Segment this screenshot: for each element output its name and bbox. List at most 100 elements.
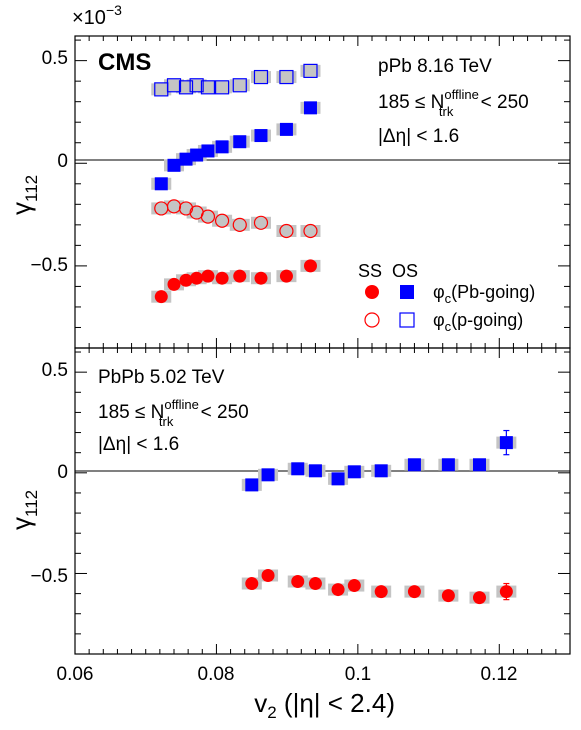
top-y-axis-title: γ112 bbox=[6, 175, 41, 215]
top-ss_pb-point bbox=[233, 269, 247, 283]
top-os_p-sys-box bbox=[229, 79, 250, 92]
cms-logo: CMS bbox=[98, 49, 151, 76]
top-ss_pb-point bbox=[201, 269, 215, 283]
bottom-mult-sub: trk bbox=[159, 414, 174, 429]
top-ss_p-point bbox=[303, 223, 318, 239]
xtick-0.08: 0.08 bbox=[198, 664, 235, 685]
bottom-os-point bbox=[261, 468, 275, 482]
exponent-base: ×10 bbox=[72, 7, 106, 29]
legend-header-ss: SS bbox=[358, 261, 382, 281]
top-mult-suffix: < 250 bbox=[475, 92, 528, 113]
top-os_p-sys-box bbox=[300, 64, 321, 77]
top-ss_p-sys-box bbox=[250, 216, 271, 229]
top-os_p-point bbox=[279, 69, 294, 85]
top-system-label: pPb 8.16 TeV bbox=[378, 56, 492, 77]
top-os_pb-point bbox=[233, 135, 247, 149]
x-axis-title: v2 (|η| < 2.4) bbox=[254, 688, 395, 722]
top-os_p-point bbox=[214, 80, 230, 95]
legend-phi-pb: φ bbox=[433, 282, 445, 302]
top-os_p-point bbox=[253, 69, 269, 85]
top-y-title-main: γ bbox=[6, 202, 36, 215]
legend-header-os: OS bbox=[392, 261, 418, 281]
top-os_p-point bbox=[178, 80, 194, 95]
top-ss_p-sys-box bbox=[300, 225, 321, 237]
xtick-0.1: 0.1 bbox=[345, 664, 371, 685]
bottom-os-point bbox=[407, 458, 421, 472]
legend-text-p: (p-going) bbox=[451, 310, 523, 330]
top-os_pb-point bbox=[190, 148, 204, 162]
top-ss_p-point bbox=[253, 215, 269, 230]
top-ss_p-point bbox=[200, 209, 216, 224]
bottom-mult-suffix: < 250 bbox=[195, 402, 248, 423]
top-ss_pb-point bbox=[179, 273, 193, 287]
bottom-os-point bbox=[499, 436, 513, 450]
legend-label-p-going: φc(p-going) bbox=[433, 310, 523, 334]
top-ytick-0.5: 0.5 bbox=[42, 48, 68, 69]
top-os_p-sys-box bbox=[212, 81, 233, 94]
top-os_pb-point bbox=[254, 129, 268, 143]
top-ss_pb-point bbox=[167, 277, 181, 291]
bottom-y-title-main: γ bbox=[6, 517, 36, 530]
top-os_pb-point bbox=[154, 177, 168, 191]
x-title-rest: (|η| < 2.4) bbox=[277, 688, 395, 718]
top-ss_pb-point bbox=[190, 271, 204, 285]
bottom-ytick-0: 0 bbox=[57, 462, 68, 483]
axis-ticks bbox=[74, 36, 571, 655]
bottom-mult-prefix: 185 ≤ N bbox=[98, 402, 164, 423]
bottom-system-label: PbPb 5.02 TeV bbox=[98, 367, 225, 388]
bottom-y-axis-title: γ112 bbox=[6, 490, 41, 530]
top-os_p-point bbox=[200, 80, 216, 95]
top-ss_p-point bbox=[178, 201, 194, 216]
bottom-os-point bbox=[347, 465, 361, 479]
top-ss_p-point bbox=[232, 217, 247, 232]
legend-marker-os-p bbox=[399, 312, 415, 328]
legend-phi-p: φ bbox=[433, 310, 445, 330]
bottom-ss-point bbox=[374, 585, 388, 599]
top-panel-marks bbox=[151, 63, 321, 304]
bottom-os-point bbox=[331, 472, 345, 486]
top-os_p-point bbox=[166, 78, 182, 93]
bottom-ss-point bbox=[245, 577, 259, 591]
xtick-0.06: 0.06 bbox=[57, 664, 94, 685]
bottom-panel-frame bbox=[74, 347, 571, 655]
bottom-os-point bbox=[441, 458, 455, 472]
bottom-y-tick-labels: 0.5 0 −0.5 bbox=[30, 360, 68, 587]
bottom-ss-point bbox=[291, 575, 305, 589]
bottom-ytick-0.5: 0.5 bbox=[42, 360, 68, 381]
bottom-ytick-neg0.5: −0.5 bbox=[30, 566, 68, 587]
bottom-mult-sup: offline bbox=[164, 397, 198, 412]
x-tick-labels: 0.06 0.08 0.1 0.12 bbox=[57, 664, 518, 685]
xtick-0.12: 0.12 bbox=[481, 664, 518, 685]
top-os_pb-point bbox=[279, 122, 293, 136]
top-ss_p-point bbox=[279, 223, 294, 239]
legend-label-pb-going: φc(Pb-going) bbox=[433, 282, 535, 306]
top-os_pb-point bbox=[201, 144, 215, 158]
top-eta-label: |Δη| < 1.6 bbox=[378, 126, 459, 147]
bottom-os-point bbox=[291, 462, 305, 476]
bottom-os-point bbox=[472, 458, 486, 472]
top-os_p-point bbox=[232, 78, 247, 93]
top-mult-prefix: 185 ≤ N bbox=[378, 92, 444, 113]
bottom-os-point bbox=[245, 478, 259, 492]
legend-phi-sub-p: c bbox=[445, 319, 452, 334]
exponent-power: −3 bbox=[106, 2, 122, 18]
top-ss_p-point bbox=[214, 213, 230, 228]
top-ss_p-sys-box bbox=[229, 218, 250, 231]
bottom-eta-label: |Δη| < 1.6 bbox=[98, 434, 179, 455]
top-os_pb-point bbox=[167, 158, 181, 172]
top-os_p-point bbox=[303, 63, 318, 78]
bottom-ss-point bbox=[407, 585, 421, 599]
bottom-multiplicity-label: 185 ≤ Noffline trk < 250 bbox=[98, 397, 249, 429]
x-title-main: v bbox=[254, 688, 267, 718]
top-ytick-0: 0 bbox=[57, 151, 68, 172]
top-ss_pb-point bbox=[279, 269, 293, 283]
bottom-ss-point bbox=[499, 585, 513, 599]
top-mult-sup: offline bbox=[444, 87, 478, 102]
top-os_pb-point bbox=[303, 101, 317, 115]
top-ss_p-point bbox=[166, 199, 182, 214]
bottom-y-title-sub: 112 bbox=[22, 490, 41, 517]
top-ss_pb-point bbox=[154, 290, 168, 304]
bottom-ss-point bbox=[331, 583, 345, 597]
top-ss_pb-point bbox=[303, 259, 317, 273]
top-mult-sub: trk bbox=[439, 104, 454, 119]
